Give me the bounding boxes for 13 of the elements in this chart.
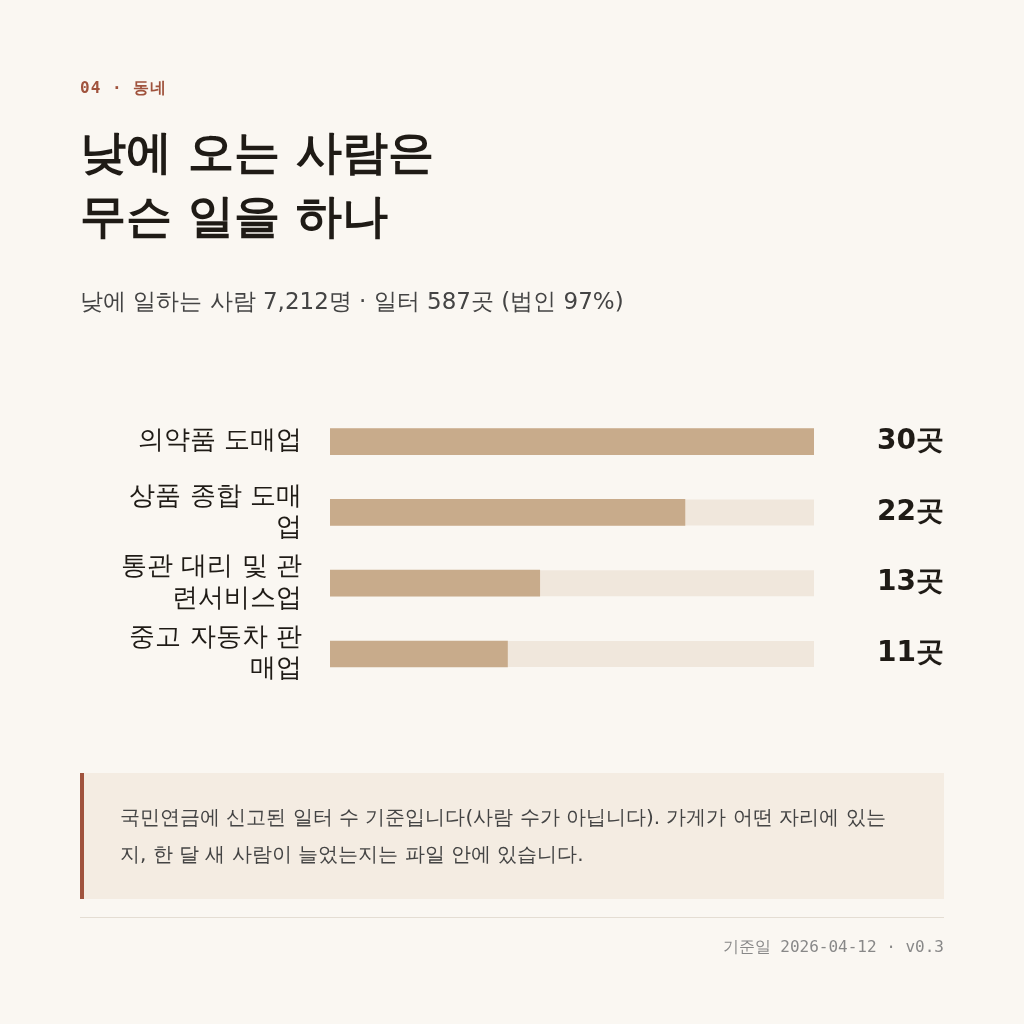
chart-subtitle: 낮에 일하는 사람 7,212명 · 일터 587곳 (법인 97%) — [80, 287, 624, 316]
y-tick-label: 중고 자동차 판매업 — [129, 621, 302, 683]
data-label: 13곳 — [877, 564, 944, 598]
data-label: 11곳 — [877, 635, 944, 669]
y-tick-label: 통관 대리 및 관련서비스업 — [121, 550, 302, 612]
chart-title: 낮에 오는 사람은 무슨 일을 하나 — [80, 124, 436, 245]
data-label: 22곳 — [877, 493, 944, 527]
text: 04 · 동네 — [80, 78, 168, 99]
text: 국민연금에 신고된 일터 수 기준입니다(사람 수가 아닙니다). 가게가 어떤 자리에 있는지, 한 달 새 사람이 늘었는지는 파일 안에 있습니다. — [80, 773, 944, 899]
data-label: 30곳 — [877, 422, 944, 456]
text: 기준일 2026-04-12 · v0.3 — [722, 937, 944, 958]
y-tick-label: 의약품 도매업 — [137, 424, 302, 455]
y-tick-label: 상품 종합 도매업 — [129, 479, 302, 541]
